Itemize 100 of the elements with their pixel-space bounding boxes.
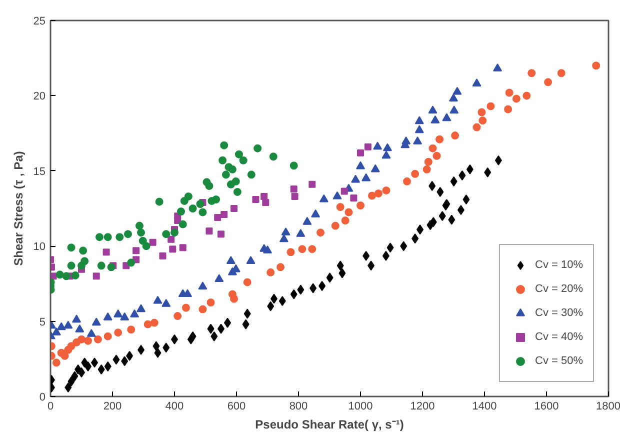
point bbox=[411, 170, 420, 178]
point bbox=[336, 260, 344, 271]
point bbox=[364, 143, 372, 150]
point bbox=[336, 203, 344, 211]
point bbox=[162, 342, 170, 353]
point bbox=[80, 257, 89, 266]
point bbox=[136, 304, 146, 312]
point bbox=[262, 198, 270, 206]
point bbox=[484, 167, 492, 178]
point bbox=[290, 185, 298, 192]
point bbox=[150, 318, 158, 327]
point bbox=[544, 78, 552, 86]
x-tick-label: 1200 bbox=[410, 400, 435, 412]
point bbox=[403, 177, 411, 186]
point bbox=[228, 165, 236, 174]
point bbox=[168, 236, 175, 243]
point bbox=[220, 211, 228, 218]
point bbox=[270, 294, 278, 304]
legend-label: Cv = 40% bbox=[535, 331, 583, 343]
point bbox=[104, 332, 112, 340]
point bbox=[137, 228, 146, 237]
x-tick-label: 800 bbox=[289, 400, 308, 412]
y-tick-label: 25 bbox=[33, 16, 46, 28]
point bbox=[68, 376, 75, 386]
point bbox=[290, 162, 298, 170]
point bbox=[338, 268, 346, 278]
point bbox=[127, 326, 136, 334]
point bbox=[153, 296, 162, 304]
point bbox=[412, 234, 419, 244]
point bbox=[449, 94, 458, 102]
x-tick-label: 200 bbox=[103, 400, 122, 412]
x-tick-label: 400 bbox=[165, 400, 184, 412]
point bbox=[67, 244, 76, 252]
point bbox=[356, 202, 364, 210]
point bbox=[67, 262, 76, 270]
point bbox=[362, 250, 370, 261]
point bbox=[52, 358, 60, 367]
point bbox=[260, 192, 268, 200]
point bbox=[94, 335, 102, 344]
point bbox=[104, 361, 112, 372]
point bbox=[206, 228, 213, 235]
point bbox=[233, 188, 242, 196]
point bbox=[504, 105, 512, 114]
point bbox=[332, 191, 342, 200]
point bbox=[198, 305, 207, 314]
point bbox=[486, 102, 495, 110]
y-tick-label: 20 bbox=[33, 90, 46, 103]
point bbox=[457, 205, 464, 216]
point bbox=[422, 165, 431, 174]
point bbox=[67, 342, 76, 350]
legend-label: Cv = 30% bbox=[535, 307, 583, 319]
point bbox=[400, 241, 408, 252]
point bbox=[222, 170, 230, 179]
point bbox=[472, 78, 482, 86]
point bbox=[86, 328, 96, 337]
point bbox=[196, 200, 204, 208]
point bbox=[184, 192, 192, 200]
point bbox=[120, 312, 130, 320]
point bbox=[374, 189, 382, 198]
point bbox=[452, 86, 462, 95]
point bbox=[214, 214, 222, 222]
y-tick-label: 0 bbox=[39, 392, 46, 404]
point bbox=[162, 298, 171, 307]
point bbox=[430, 217, 437, 228]
point bbox=[458, 170, 466, 180]
point bbox=[252, 196, 260, 203]
legend-label: Cv = 10% bbox=[535, 259, 583, 271]
x-tick-label: 0 bbox=[47, 400, 54, 412]
point bbox=[276, 263, 285, 272]
point bbox=[91, 358, 98, 368]
point bbox=[144, 320, 152, 328]
point bbox=[92, 318, 101, 326]
point bbox=[522, 92, 531, 100]
point bbox=[368, 260, 375, 271]
point bbox=[505, 88, 514, 97]
point bbox=[234, 150, 243, 158]
point bbox=[357, 149, 364, 156]
point bbox=[170, 228, 178, 237]
point bbox=[298, 245, 306, 254]
point bbox=[528, 69, 536, 78]
point bbox=[428, 106, 438, 114]
point bbox=[214, 274, 224, 282]
point bbox=[182, 304, 190, 312]
y-tick-label: 15 bbox=[33, 166, 46, 178]
point bbox=[52, 327, 61, 336]
point bbox=[84, 361, 92, 372]
point bbox=[230, 205, 238, 212]
legend-label: Cv = 20% bbox=[535, 283, 583, 295]
point bbox=[243, 278, 252, 286]
point bbox=[269, 152, 278, 161]
point bbox=[246, 256, 256, 264]
point bbox=[169, 246, 176, 253]
point bbox=[178, 220, 187, 228]
point bbox=[493, 64, 502, 72]
point bbox=[242, 319, 250, 330]
point bbox=[159, 252, 166, 260]
point bbox=[512, 94, 520, 103]
point bbox=[220, 141, 228, 150]
point bbox=[279, 234, 288, 242]
point bbox=[416, 224, 424, 235]
